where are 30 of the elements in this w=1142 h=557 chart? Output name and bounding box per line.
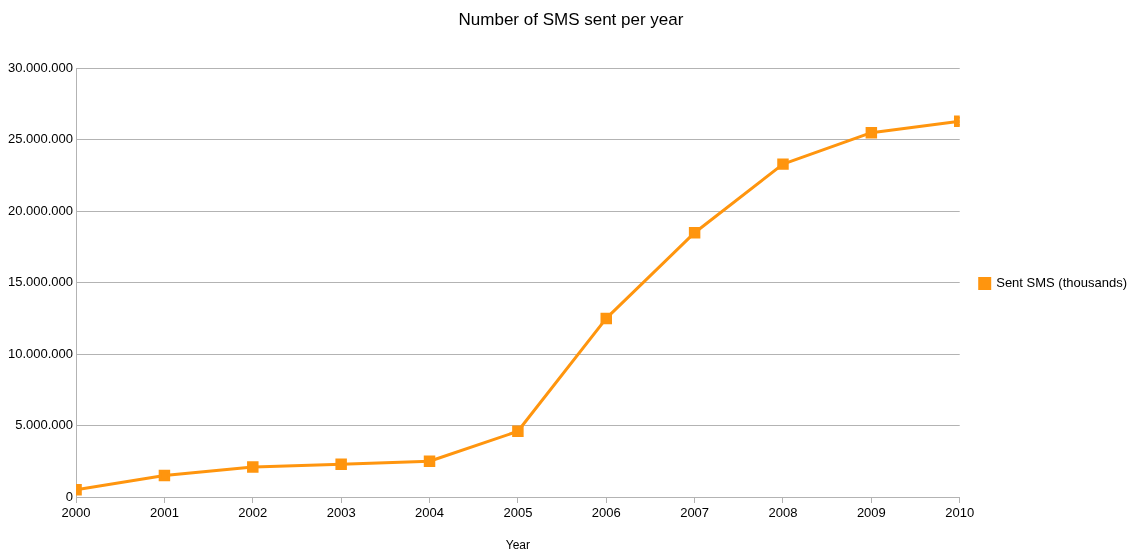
x-tick-label: 2000 [61,505,91,521]
point [777,158,789,170]
x-tick-label: 2006 [591,505,621,521]
point [865,126,878,139]
y-tick-label: 0 [65,488,74,504]
x-tick-label: 2002 [238,505,268,521]
point [158,469,171,482]
x-tick-label: 2001 [149,505,179,521]
x-axis-title: Year [505,538,531,553]
point [688,226,701,239]
y-tick-label: 25.000.000 [7,131,74,147]
legend-label: Sent SMS (thousands) [996,275,1128,291]
y-tick-label: 10.000.000 [7,345,74,361]
y-tick-label: 20.000.000 [7,202,74,218]
point [335,458,347,470]
x-tick-label: 2008 [768,505,798,521]
y-tick-label: 30.000.000 [7,59,74,75]
point [512,425,524,438]
y-tick-label: 15.000.000 [7,274,74,290]
point [423,455,436,468]
x-tick-label: 2009 [856,505,886,521]
x-tick-label: 2010 [945,505,975,521]
x-tick-label: 2004 [415,505,444,521]
x-tick-label: 2005 [503,505,533,521]
x-tick-label: 2007 [680,505,710,521]
x-tick-label: 2003 [326,505,356,521]
y-tick-label: 5.000.000 [15,417,74,433]
point [247,461,259,473]
chart-title: Number of SMS sent per year [458,9,684,29]
point [600,312,612,325]
